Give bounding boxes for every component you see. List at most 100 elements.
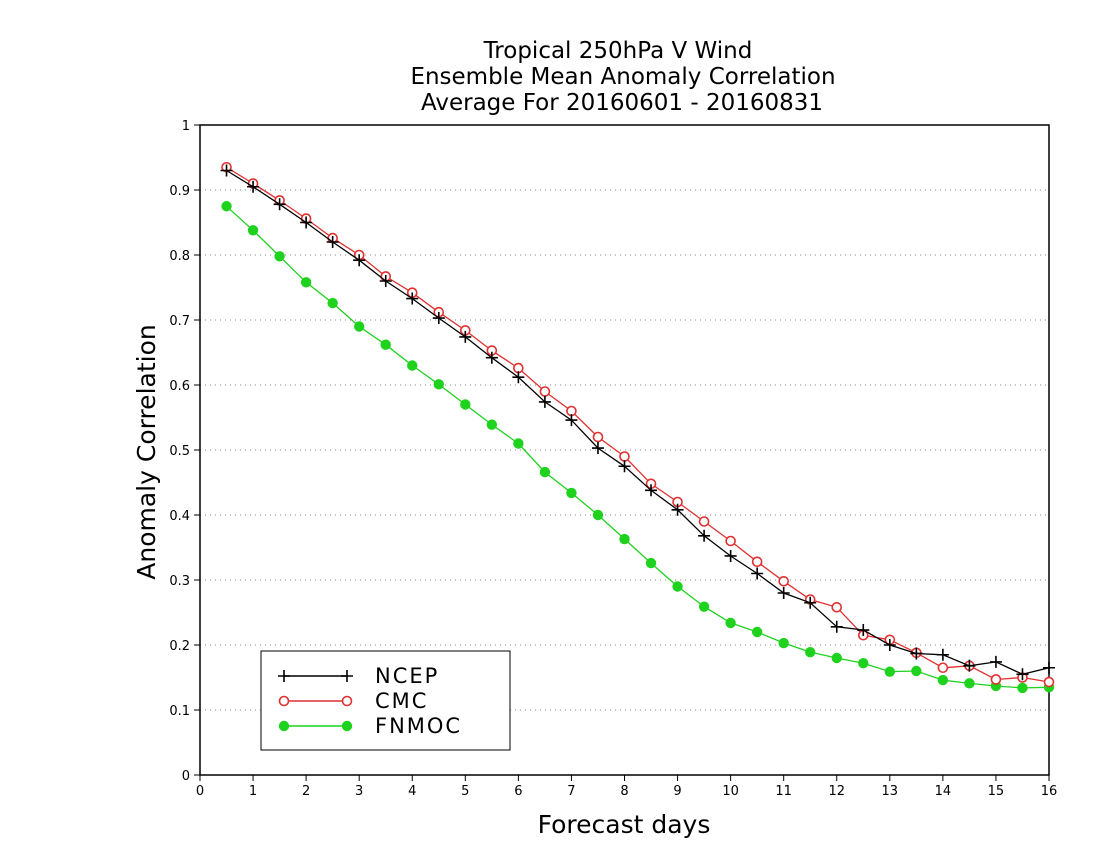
- y-tick-label: 0.9: [169, 184, 190, 199]
- data-point-ncep: [936, 648, 949, 661]
- data-point-ncep: [883, 639, 896, 651]
- x-tick-label: 8: [620, 784, 628, 799]
- data-point-cmc: [619, 451, 630, 462]
- data-point-cmc: [1043, 676, 1055, 688]
- data-point-cmc: [698, 516, 710, 527]
- x-tick-label: 3: [355, 784, 363, 799]
- data-point-ncep: [1016, 668, 1029, 681]
- data-point-ncep: [247, 180, 260, 193]
- data-point-cmc: [725, 535, 736, 547]
- data-point-cmc: [778, 575, 789, 587]
- y-tick-label: 0.6: [169, 379, 190, 394]
- data-point-ncep: [512, 371, 525, 384]
- data-point-fnmoc: [831, 652, 842, 664]
- data-point-ncep: [591, 442, 604, 455]
- series-group: [220, 161, 1055, 694]
- chart-title-line-3: Average For 20160601 - 20160831: [421, 90, 823, 116]
- series-line-ncep: [226, 169, 1050, 675]
- series-line-fnmoc: [226, 205, 1050, 689]
- x-tick-label: 7: [567, 784, 575, 799]
- chart-title: Tropical 250hPa V Wind Ensemble Mean Ano…: [410, 38, 835, 116]
- data-point-fnmoc: [247, 225, 259, 236]
- x-axis-label: Forecast days: [538, 810, 711, 839]
- data-point-cmc: [592, 431, 604, 443]
- data-point-ncep: [406, 292, 419, 305]
- y-axis-ticks: 0 0.1 0.2 0.3 0.4 0.5 0.6 0.7 0.8 0.9 1: [169, 119, 200, 784]
- legend-label: FNMOC: [375, 714, 462, 738]
- series-fnmoc: [221, 201, 1055, 694]
- legend-entry-ncep: NCEP: [278, 664, 439, 688]
- data-point-fnmoc: [592, 509, 604, 521]
- legend-marker: [278, 720, 290, 732]
- y-tick-label: 0.3: [169, 574, 190, 589]
- x-tick-label: 13: [882, 784, 899, 799]
- data-point-ncep: [1043, 661, 1055, 674]
- data-point-ncep: [300, 216, 313, 229]
- data-point-ncep: [830, 620, 843, 633]
- x-tick-label: 11: [775, 784, 792, 799]
- data-point-fnmoc: [964, 678, 975, 689]
- legend-marker: [341, 720, 353, 732]
- data-point-ncep: [273, 198, 286, 211]
- data-point-ncep: [698, 529, 711, 542]
- x-tick-label: 12: [828, 784, 845, 799]
- y-tick-label: 0.2: [169, 639, 190, 654]
- data-point-fnmoc: [725, 617, 736, 629]
- data-point-fnmoc: [327, 297, 338, 309]
- data-point-fnmoc: [486, 419, 498, 430]
- data-point-ncep: [618, 460, 631, 473]
- x-tick-label: 10: [722, 784, 739, 799]
- data-point-cmc: [937, 662, 949, 674]
- data-point-fnmoc: [672, 581, 683, 592]
- data-point-cmc: [539, 386, 551, 397]
- data-point-fnmoc: [619, 533, 630, 545]
- data-point-ncep: [432, 312, 445, 325]
- y-axis-label: Anomaly Correlation: [132, 324, 161, 579]
- data-point-ncep: [379, 275, 392, 287]
- data-point-ncep: [459, 330, 472, 343]
- x-axis-ticks: 0 1 2 3 4 5 6 7 8 9 10 11 12 13 14 15 16: [196, 775, 1057, 799]
- grid-lines: [200, 189, 1049, 711]
- legend-entry-fnmoc: FNMOC: [278, 714, 462, 738]
- data-point-ncep: [751, 567, 764, 580]
- legend-marker: [341, 695, 353, 707]
- data-point-fnmoc: [778, 637, 789, 649]
- legend-label: NCEP: [375, 664, 439, 688]
- data-point-fnmoc: [380, 339, 391, 350]
- x-tick-label: 5: [461, 784, 469, 799]
- x-tick-label: 1: [249, 784, 257, 799]
- y-tick-label: 0.1: [169, 704, 190, 719]
- series-line-cmc: [226, 166, 1050, 683]
- legend-entry-cmc: CMC: [278, 689, 428, 713]
- data-point-ncep: [724, 549, 737, 562]
- data-point-ncep: [220, 164, 233, 177]
- x-tick-label: 14: [935, 784, 952, 799]
- legend-marker: [278, 695, 290, 707]
- chart-title-line-1: Tropical 250hPa V Wind: [483, 38, 753, 64]
- data-point-cmc: [751, 556, 763, 568]
- series-ncep: [220, 164, 1055, 681]
- data-point-fnmoc: [407, 360, 418, 371]
- y-tick-label: 0.8: [169, 249, 190, 264]
- data-point-ncep: [857, 624, 870, 637]
- data-point-fnmoc: [300, 277, 312, 288]
- data-point-fnmoc: [937, 674, 949, 686]
- data-point-fnmoc: [539, 466, 551, 478]
- data-point-ncep: [989, 655, 1002, 668]
- data-point-fnmoc: [221, 201, 232, 212]
- legend-marker: [341, 670, 353, 682]
- data-point-fnmoc: [884, 666, 896, 677]
- legend-label: CMC: [375, 689, 428, 713]
- data-point-fnmoc: [751, 626, 763, 638]
- series-cmc: [221, 161, 1055, 688]
- data-point-ncep: [326, 236, 339, 248]
- data-point-fnmoc: [274, 251, 285, 262]
- data-point-ncep: [485, 351, 498, 364]
- data-point-ncep: [538, 395, 551, 408]
- data-point-ncep: [910, 647, 923, 660]
- data-point-ncep: [353, 254, 366, 267]
- x-tick-label: 2: [302, 784, 310, 799]
- data-point-fnmoc: [805, 646, 816, 658]
- x-tick-label: 6: [514, 784, 522, 799]
